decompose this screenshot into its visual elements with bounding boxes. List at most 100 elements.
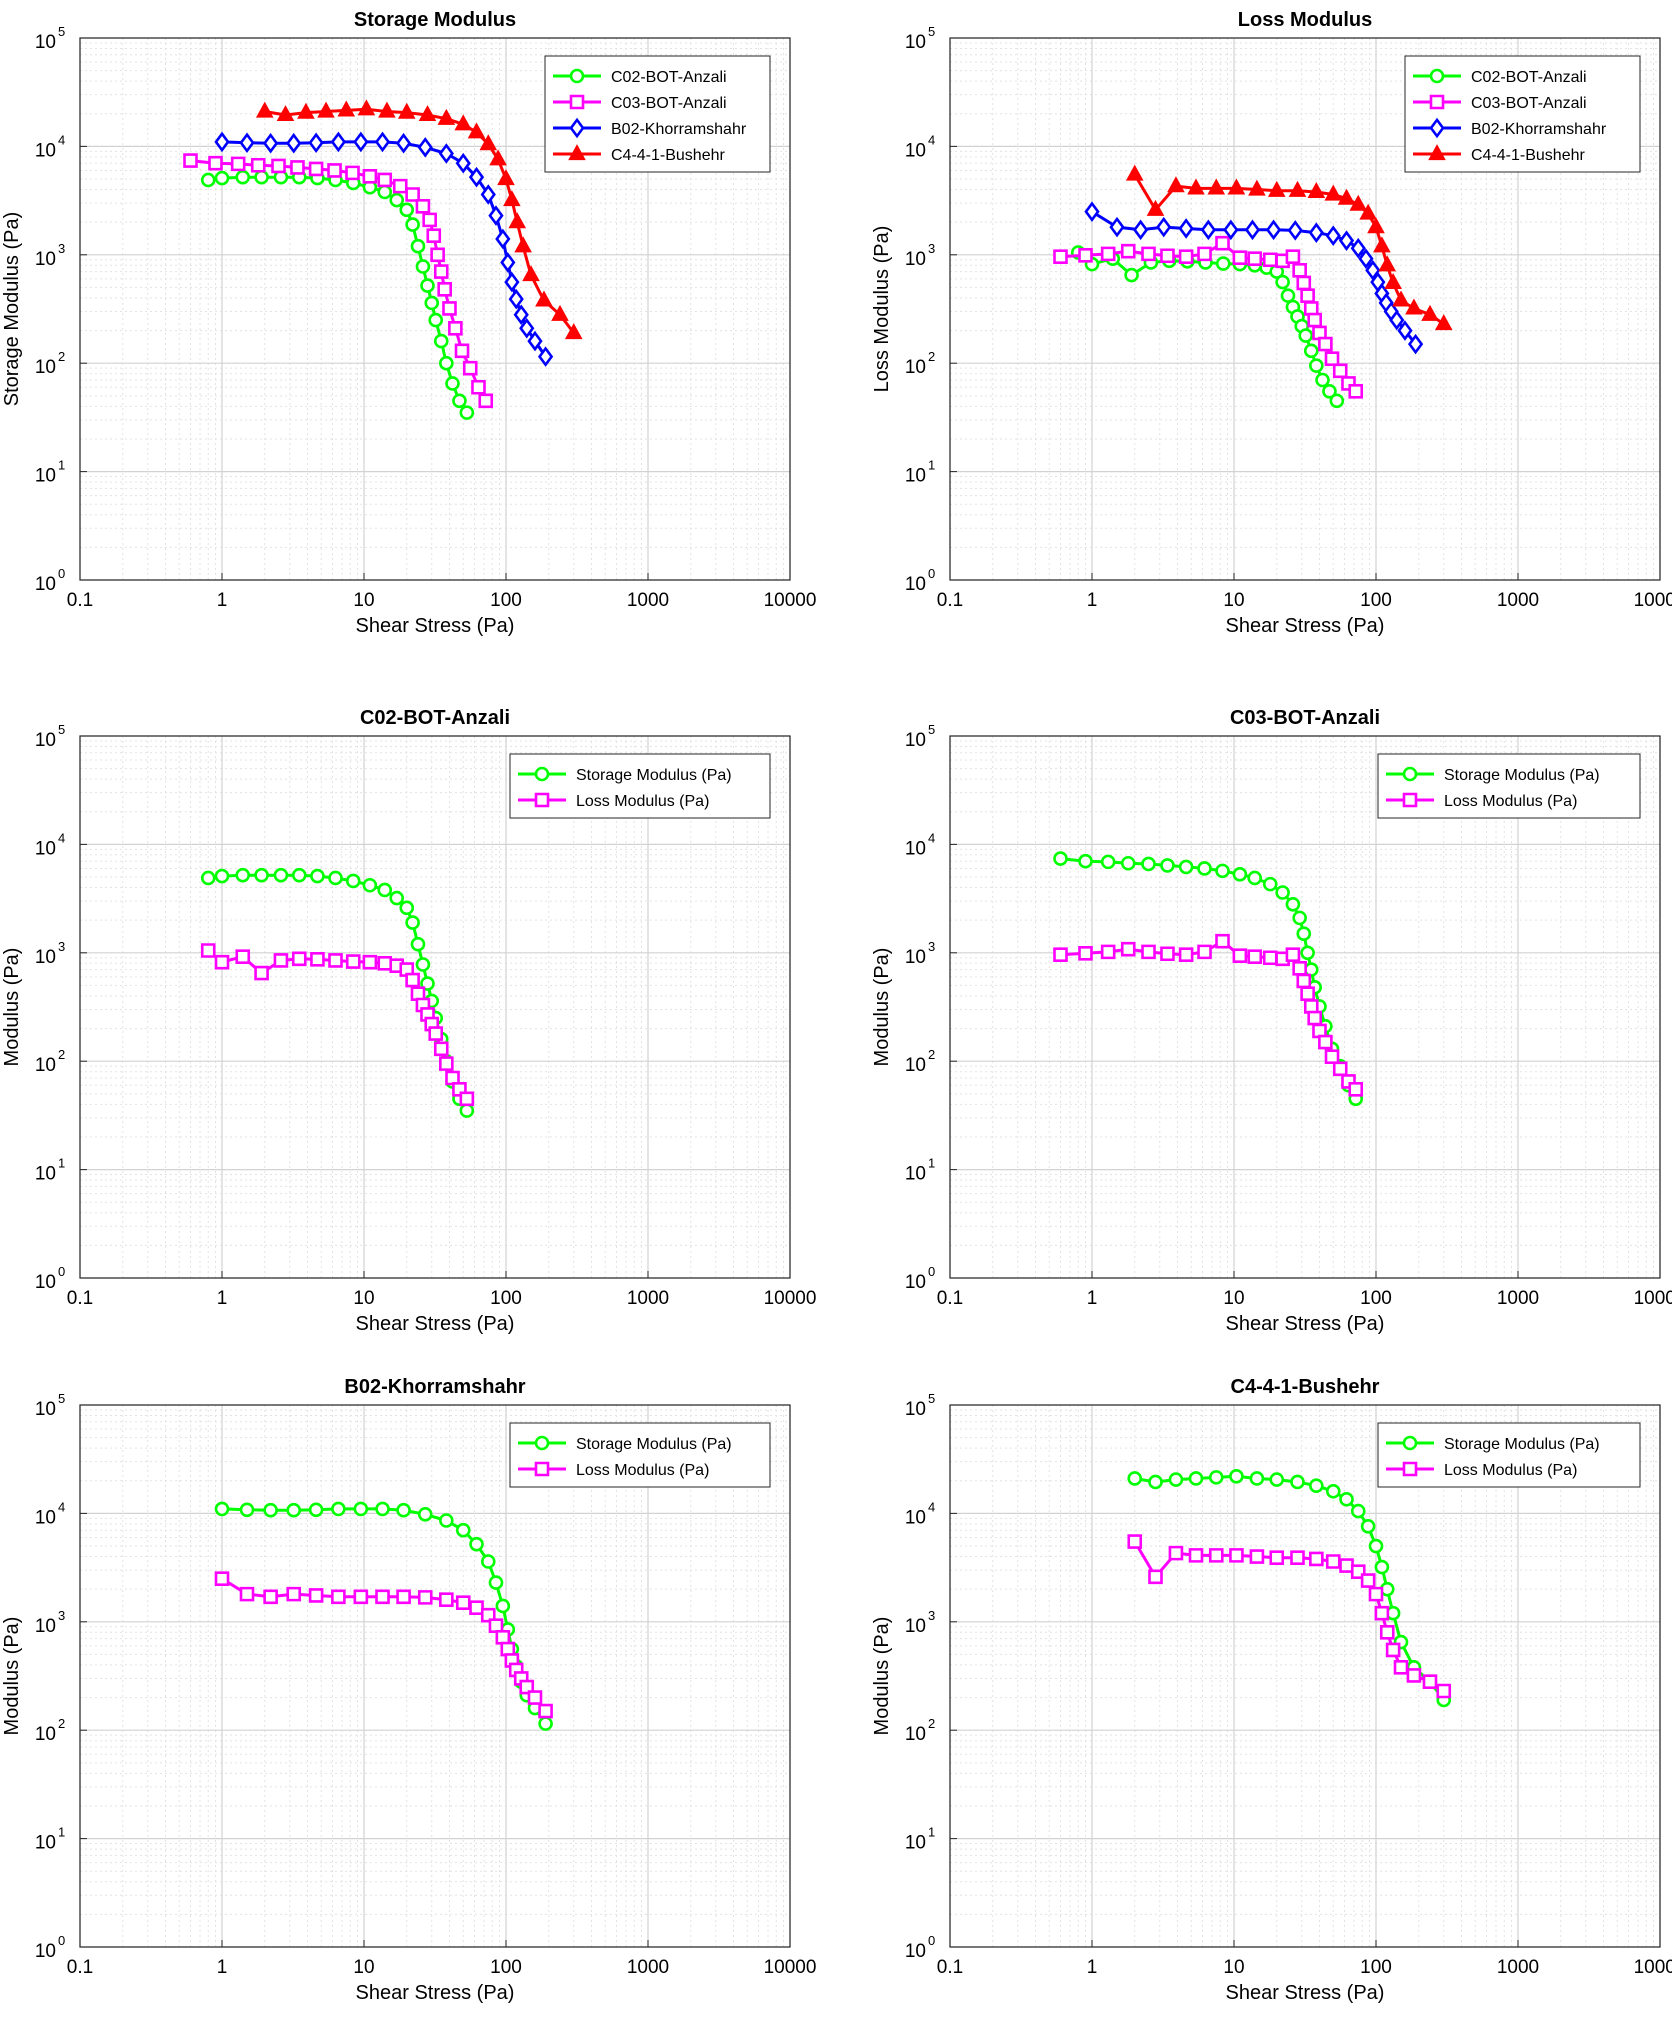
y-tick-exponent: 4 [58,830,65,845]
marker-p1-s2-1 [1109,216,1125,238]
marker-p0-s1-17 [433,264,449,279]
marker-p2-s1-2 [235,949,251,965]
marker-p3-s1-14 [1292,960,1307,976]
x-tick-label: 100 [1360,1957,1392,1978]
marker-p5-s0-6 [1249,1471,1265,1486]
y-tick-exponent: 1 [928,1825,935,1840]
marker-p1-s0-20 [1309,358,1324,373]
x-axis-label: Shear Stress (Pa) [1226,1982,1385,2004]
marker-p1-s0-21 [1315,372,1330,388]
marker-p1-s2-14 [1358,248,1374,270]
marker-p2-s1-13 [405,972,420,988]
marker-p4-s0-1 [239,1502,255,1518]
marker-p1-s0-18 [1298,328,1314,343]
marker-p3-s1-3 [1120,941,1136,957]
y-tick-label: 10 [35,1164,56,1185]
marker-p2-s0-13 [405,915,420,930]
x-axis-label: Shear Stress (Pa) [356,1982,515,2004]
marker-p0-s3-15 [503,190,521,207]
marker-p5-s0-8 [1290,1474,1305,1490]
marker-p1-s0-8 [1215,256,1231,271]
marker-p1-s1-21 [1324,351,1340,367]
marker-p5-s1-4 [1208,1548,1224,1563]
marker-p1-s2-8 [1265,219,1282,241]
legend: C02-BOT-Anzali C03-BOT-Anzali B02-Khorrams… [544,55,771,173]
y-tick-label: 10 [905,1272,926,1293]
marker-p4-s1-7 [375,1589,390,1605]
marker-p0-s1-18 [437,282,452,297]
x-tick-label: 10000 [764,1288,817,1309]
marker-p0-s3-9 [437,108,456,125]
marker-p0-s2-12 [468,166,485,188]
marker-p0-s0-19 [433,333,449,349]
marker-p2-s0-4 [273,867,289,883]
marker-p5-s0-11 [1339,1491,1354,1507]
marker-p3-s1-1 [1078,945,1093,961]
marker-p3-s1-9 [1232,948,1248,964]
marker-p5-s1-15 [1374,1605,1390,1621]
marker-p0-s3-7 [397,102,416,119]
y-tick-exponent: 1 [58,1825,65,1840]
marker-p2-s1-9 [362,954,378,970]
marker-p2-s1-3 [254,965,269,981]
marker-p4-s0-13 [480,1554,496,1569]
marker-p1-s3-17 [1384,273,1402,290]
y-tick-exponent: 1 [58,458,65,473]
marker-p1-s1-2 [1100,246,1116,262]
marker-p5-s1-3 [1188,1548,1204,1563]
series-2 [214,1571,553,1719]
marker-p1-s0-23 [1329,393,1345,409]
marker-p1-s2-13 [1350,237,1366,259]
legend: Storage Modulus (Pa) Loss Modulus (Pa) [1377,753,1641,819]
marker-p1-s1-17 [1303,301,1319,316]
x-tick-label: 10 [353,1288,374,1309]
marker-p4-s1-5 [331,1589,346,1605]
marker-p4-s1-4 [308,1588,324,1603]
legend-label: Storage Modulus (Pa) [1444,767,1600,784]
marker-p1-s3-20 [1421,304,1439,321]
marker-p4-s1-14 [488,1618,504,1634]
y-tick-label: 10 [35,357,56,378]
x-tick-label: 0.1 [67,1288,93,1309]
marker-p1-s3-12 [1349,194,1368,211]
marker-p4-s0-6 [353,1501,369,1517]
marker-p2-s0-6 [310,868,325,884]
legend: Storage Modulus (Pa) Loss Modulus (Pa) [1377,1422,1641,1488]
marker-p3-s0-7 [1197,861,1212,876]
marker-p3-s1-10 [1247,949,1263,965]
y-tick-label: 10 [905,140,926,161]
plot-area [80,1405,790,1947]
marker-p0-s3-11 [467,122,486,139]
marker-p0-s1-10 [377,172,393,188]
marker-p3-s1-22 [1332,1061,1348,1077]
marker-p3-s1-16 [1300,986,1315,1001]
marker-p0-s1-1 [208,155,223,171]
y-tick-label: 10 [35,1055,56,1076]
y-tick-label: 10 [35,730,56,751]
marker-p5-s1-18 [1393,1660,1409,1675]
marker-p0-s0-legend [569,68,585,84]
x-tick-label: 0.1 [67,590,93,611]
marker-p0-s3-2 [297,102,315,119]
x-tick-label: 10000 [1634,1288,1672,1309]
marker-p5-s1-17 [1385,1642,1401,1658]
marker-p0-s0-22 [452,393,467,409]
marker-p5-s0-2 [1168,1472,1184,1487]
marker-p1-s3-11 [1337,188,1356,205]
x-axis-label: Shear Stress (Pa) [356,615,515,637]
marker-p3-s0-5 [1160,858,1175,873]
x-tick-label: 1000 [627,590,669,611]
x-tick-label: 10000 [764,1957,817,1978]
marker-p1-s3-10 [1324,184,1343,201]
marker-p4-s1-legend [534,1461,550,1477]
x-tick-label: 100 [490,590,522,611]
series-2 [1053,933,1364,1097]
y-tick-exponent: 3 [928,241,935,256]
marker-p2-s0-8 [345,873,361,889]
x-tick-label: 1 [217,1288,228,1309]
marker-p0-s0-21 [445,376,460,391]
marker-p1-s1-1 [1078,247,1093,263]
marker-p5-s1-legend [1402,1461,1418,1477]
y-tick-exponent: 5 [58,1391,65,1406]
marker-p5-s1-8 [1290,1550,1305,1566]
